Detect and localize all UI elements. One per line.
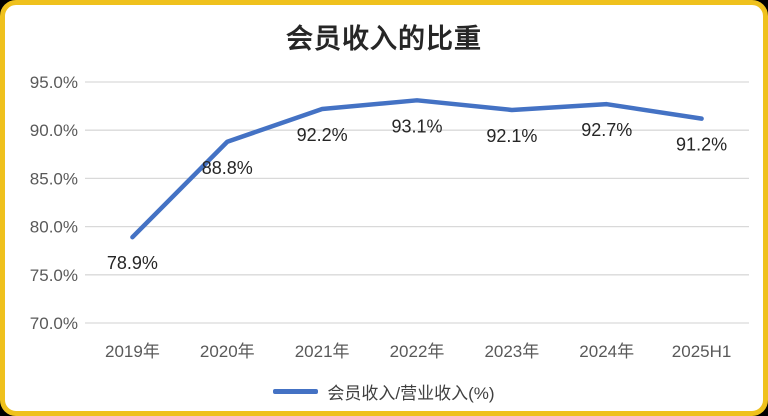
data-label: 92.1% — [486, 126, 537, 146]
x-axis-label: 2019年 — [105, 342, 160, 361]
y-tick-label: 75.0% — [30, 266, 78, 285]
x-axis-label: 2023年 — [484, 342, 539, 361]
line-chart-plot: 95.0% 90.0% 85.0% 80.0% 75.0% 70.0% 2019年 2020年… — [30, 73, 749, 361]
chart-title: 会员收入的比重 — [286, 24, 482, 54]
x-axis-label: 2024年 — [579, 342, 634, 361]
data-label: 88.8% — [202, 158, 253, 178]
legend: 会员收入/营业收入(%) — [5, 379, 763, 404]
x-axis-label: 2020年 — [200, 342, 255, 361]
y-tick-label: 95.0% — [30, 73, 78, 92]
data-label: 91.2% — [676, 135, 727, 155]
data-label: 92.2% — [297, 125, 348, 145]
legend-line-swatch — [273, 389, 319, 394]
y-tick-label: 90.0% — [30, 121, 78, 140]
series-line — [130, 98, 704, 240]
data-label: 78.9% — [107, 253, 158, 273]
x-axis-label: 2022年 — [390, 342, 445, 361]
y-tick-label: 80.0% — [30, 218, 78, 237]
y-tick-label: 70.0% — [30, 314, 78, 333]
data-label: 92.7% — [581, 120, 632, 140]
x-axis-label: 2021年 — [295, 342, 350, 361]
y-tick-label: 85.0% — [30, 169, 78, 188]
x-axis-label: 2025H1 — [672, 342, 732, 361]
data-label: 93.1% — [391, 116, 442, 136]
legend-label: 会员收入/营业收入(%) — [327, 384, 495, 403]
